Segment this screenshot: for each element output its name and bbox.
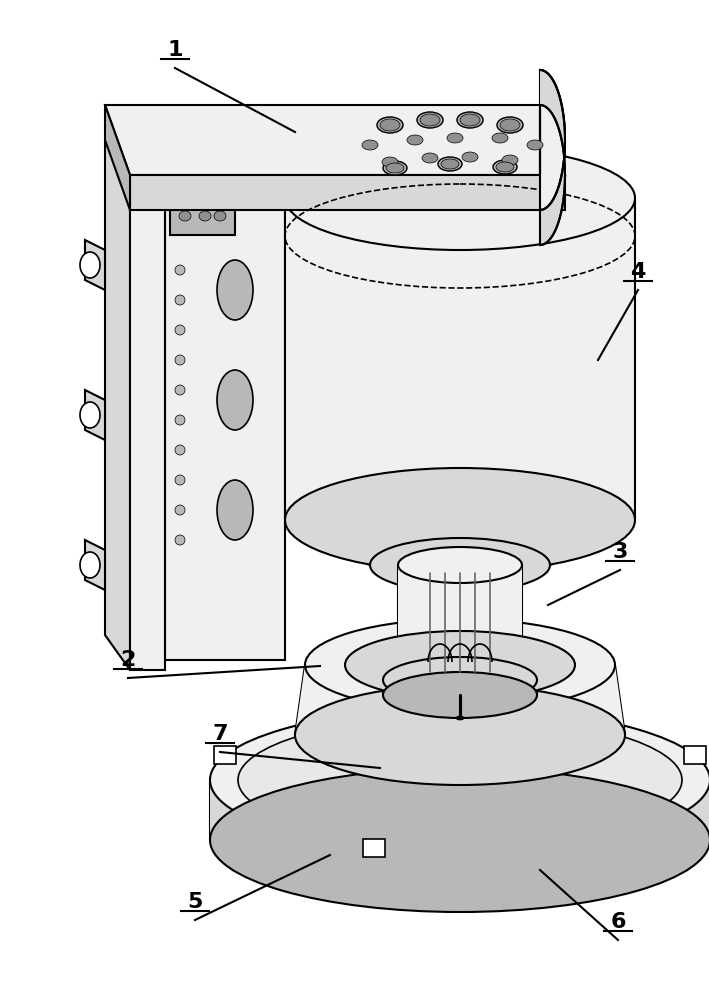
Ellipse shape [295,685,625,785]
Text: 1: 1 [167,40,183,60]
Ellipse shape [217,260,253,320]
Ellipse shape [380,119,400,131]
Ellipse shape [285,146,635,250]
Ellipse shape [438,157,462,171]
Ellipse shape [496,162,514,172]
Ellipse shape [493,160,517,174]
Ellipse shape [175,505,185,515]
Ellipse shape [199,211,211,221]
Ellipse shape [441,159,459,169]
Ellipse shape [386,163,404,173]
Polygon shape [130,175,565,210]
Polygon shape [105,105,130,210]
Polygon shape [170,200,235,235]
Ellipse shape [377,117,403,133]
Ellipse shape [382,157,398,167]
Ellipse shape [285,468,635,572]
Ellipse shape [457,112,483,128]
Ellipse shape [175,295,185,305]
Ellipse shape [305,619,615,711]
Ellipse shape [492,133,508,143]
Polygon shape [105,140,130,670]
Ellipse shape [447,133,463,143]
Polygon shape [295,665,625,735]
Ellipse shape [527,140,543,150]
Ellipse shape [417,112,443,128]
Bar [214,746,236,764]
Text: 6: 6 [610,912,626,932]
Ellipse shape [383,161,407,175]
Ellipse shape [175,265,185,275]
Ellipse shape [175,535,185,545]
Polygon shape [85,240,105,290]
Polygon shape [398,565,522,680]
Ellipse shape [497,117,523,133]
Polygon shape [540,70,565,210]
Ellipse shape [407,135,423,145]
Ellipse shape [460,114,480,126]
Ellipse shape [422,153,438,163]
Ellipse shape [370,538,550,592]
Polygon shape [105,105,565,175]
Polygon shape [165,200,285,660]
Ellipse shape [383,657,537,703]
Ellipse shape [175,355,185,365]
Ellipse shape [500,119,520,131]
Ellipse shape [345,631,575,699]
Polygon shape [85,540,105,590]
Ellipse shape [362,140,378,150]
Ellipse shape [398,662,522,698]
Polygon shape [285,198,635,520]
Ellipse shape [80,402,100,428]
Bar [684,746,706,764]
Polygon shape [210,780,709,840]
Polygon shape [85,390,105,440]
Ellipse shape [217,370,253,430]
Text: 7: 7 [212,724,228,744]
Ellipse shape [175,445,185,455]
Text: 4: 4 [630,262,646,282]
Ellipse shape [80,252,100,278]
Ellipse shape [383,672,537,718]
Ellipse shape [175,415,185,425]
Ellipse shape [175,325,185,335]
Text: 2: 2 [121,650,135,670]
Polygon shape [130,175,165,670]
Ellipse shape [398,547,522,583]
Ellipse shape [210,768,709,912]
Ellipse shape [462,152,478,162]
Polygon shape [105,140,165,175]
Polygon shape [540,70,565,245]
Ellipse shape [175,475,185,485]
Ellipse shape [420,114,440,126]
Ellipse shape [175,385,185,395]
Ellipse shape [210,708,709,852]
Bar [364,839,386,857]
Ellipse shape [238,716,682,844]
Text: 3: 3 [613,542,627,562]
Ellipse shape [456,716,464,720]
Ellipse shape [217,480,253,540]
Ellipse shape [502,155,518,165]
Ellipse shape [80,552,100,578]
Text: 5: 5 [187,892,203,912]
Ellipse shape [214,211,226,221]
Ellipse shape [179,211,191,221]
